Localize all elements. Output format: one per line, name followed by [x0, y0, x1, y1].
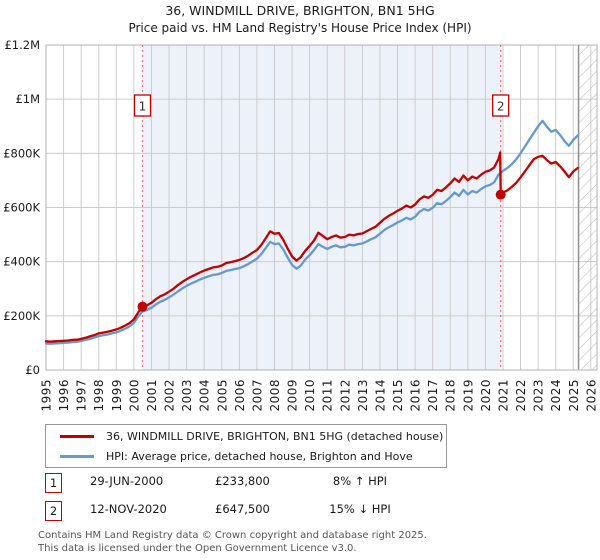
- transaction-2-date: 12-NOV-2020: [90, 502, 167, 516]
- x-axis-year-label: 2012: [338, 379, 352, 412]
- x-axis-year-label: 2003: [180, 379, 194, 412]
- transaction-1-date: 29-JUN-2000: [90, 474, 164, 488]
- hpi-line-swatch: [60, 454, 94, 458]
- sale-marker-1-box: [133, 94, 152, 117]
- y-axis-value-label: £200K: [3, 309, 40, 323]
- plot-border: [45, 44, 598, 371]
- x-axis-year-label: 1995: [40, 379, 54, 412]
- x-axis-year-label: 2007: [250, 379, 264, 412]
- x-axis-year-label: 2009: [286, 379, 300, 412]
- transaction-1-hpi-delta: 8% ↑ HPI: [332, 474, 388, 488]
- sale-marker-2-box: [492, 94, 510, 117]
- y-axis-value-label: £800K: [3, 146, 40, 160]
- y-axis-value-label: £1.2M: [4, 38, 40, 52]
- x-axis-year-label: 2005: [215, 379, 229, 412]
- x-axis-year-label: 2002: [163, 379, 177, 412]
- x-axis-year-label: 2004: [198, 379, 212, 412]
- sale-2-point: [495, 189, 506, 200]
- transaction-1-number-badge: 1: [45, 473, 62, 493]
- y-axis-value-label: £0: [25, 363, 40, 377]
- y-axis-value-label: £1M: [15, 92, 40, 106]
- x-axis-year-label: 2018: [444, 379, 458, 412]
- transaction-2-hpi-delta: 15% ↓ HPI: [329, 502, 391, 516]
- legend-item-hpi: HPI: Average price, detached house, Brig…: [46, 447, 446, 465]
- sale-marker-1-label: 1: [139, 100, 147, 114]
- transaction-2-number-badge: 2: [45, 501, 62, 521]
- page-title: 36, WINDMILL DRIVE, BRIGHTON, BN1 5HG: [165, 3, 435, 18]
- transaction-2-price: £647,500: [215, 502, 270, 516]
- legend-item-price-paid: 36, WINDMILL DRIVE, BRIGHTON, BN1 5HG (d…: [46, 427, 446, 445]
- page-subtitle: Price paid vs. HM Land Registry's House …: [128, 21, 472, 35]
- legend-label: 36, WINDMILL DRIVE, BRIGHTON, BN1 5HG (d…: [106, 429, 444, 443]
- x-axis-year-label: 2001: [145, 379, 159, 412]
- footer-line-1: Contains HM Land Registry data © Crown c…: [38, 530, 427, 541]
- transaction-row-2: 2 12-NOV-2020 £647,500 15% ↓ HPI: [0, 501, 600, 521]
- x-axis-year-label: 2024: [549, 379, 563, 412]
- license-footer: Contains HM Land Registry data © Crown c…: [38, 529, 427, 555]
- price-line-swatch: [60, 434, 94, 438]
- footer-line-2: This data is licensed under the Open Gov…: [38, 543, 357, 554]
- y-axis-value-label: £400K: [3, 255, 40, 269]
- x-axis-year-label: 2025: [567, 379, 581, 412]
- x-axis-year-label: 2011: [321, 379, 335, 412]
- transaction-row-1: 1 29-JUN-2000 £233,800 8% ↑ HPI: [0, 473, 600, 493]
- x-axis-year-label: 2022: [514, 379, 528, 412]
- x-axis-year-label: 2019: [461, 379, 475, 412]
- x-axis-year-label: 2016: [409, 379, 423, 412]
- x-axis-year-label: 2000: [127, 379, 141, 412]
- price-history-chart: 1 2 £0 £200K £400K £600K £800K £1M £1.2M 1995 1996…: [3, 38, 598, 412]
- x-axis-year-label: 2008: [268, 379, 282, 412]
- sale-marker-2-label: 2: [497, 100, 505, 114]
- x-axis-year-label: 2006: [233, 379, 247, 412]
- x-axis-year-label: 1999: [110, 379, 124, 412]
- x-axis-year-label: 2021: [496, 379, 510, 412]
- transaction-1-price: £233,800: [215, 474, 270, 488]
- x-axis-year-label: 2026: [584, 379, 598, 412]
- x-axis-year-label: 2023: [532, 379, 546, 412]
- sale-1-point: [137, 301, 148, 312]
- x-axis-year-label: 2017: [426, 379, 440, 412]
- x-axis-year-label: 2020: [479, 379, 493, 412]
- x-axis-year-label: 2015: [391, 379, 405, 412]
- x-axis-year-label: 2010: [303, 379, 317, 412]
- price-paid-series-line: [44, 151, 579, 343]
- y-axis-value-label: £600K: [3, 201, 40, 215]
- x-axis-year-label: 2014: [373, 379, 387, 412]
- x-axis-year-label: 1996: [57, 379, 71, 412]
- future-hatch-region: [578, 45, 597, 370]
- legend-label: HPI: Average price, detached house, Brig…: [106, 449, 413, 463]
- x-axis-year-label: 1997: [75, 379, 89, 412]
- x-axis-year-label: 1998: [92, 379, 106, 412]
- x-axis-year-label: 2013: [356, 379, 370, 412]
- hpi-series-line: [44, 119, 579, 345]
- chart-legend: 36, WINDMILL DRIVE, BRIGHTON, BN1 5HG (d…: [45, 424, 447, 468]
